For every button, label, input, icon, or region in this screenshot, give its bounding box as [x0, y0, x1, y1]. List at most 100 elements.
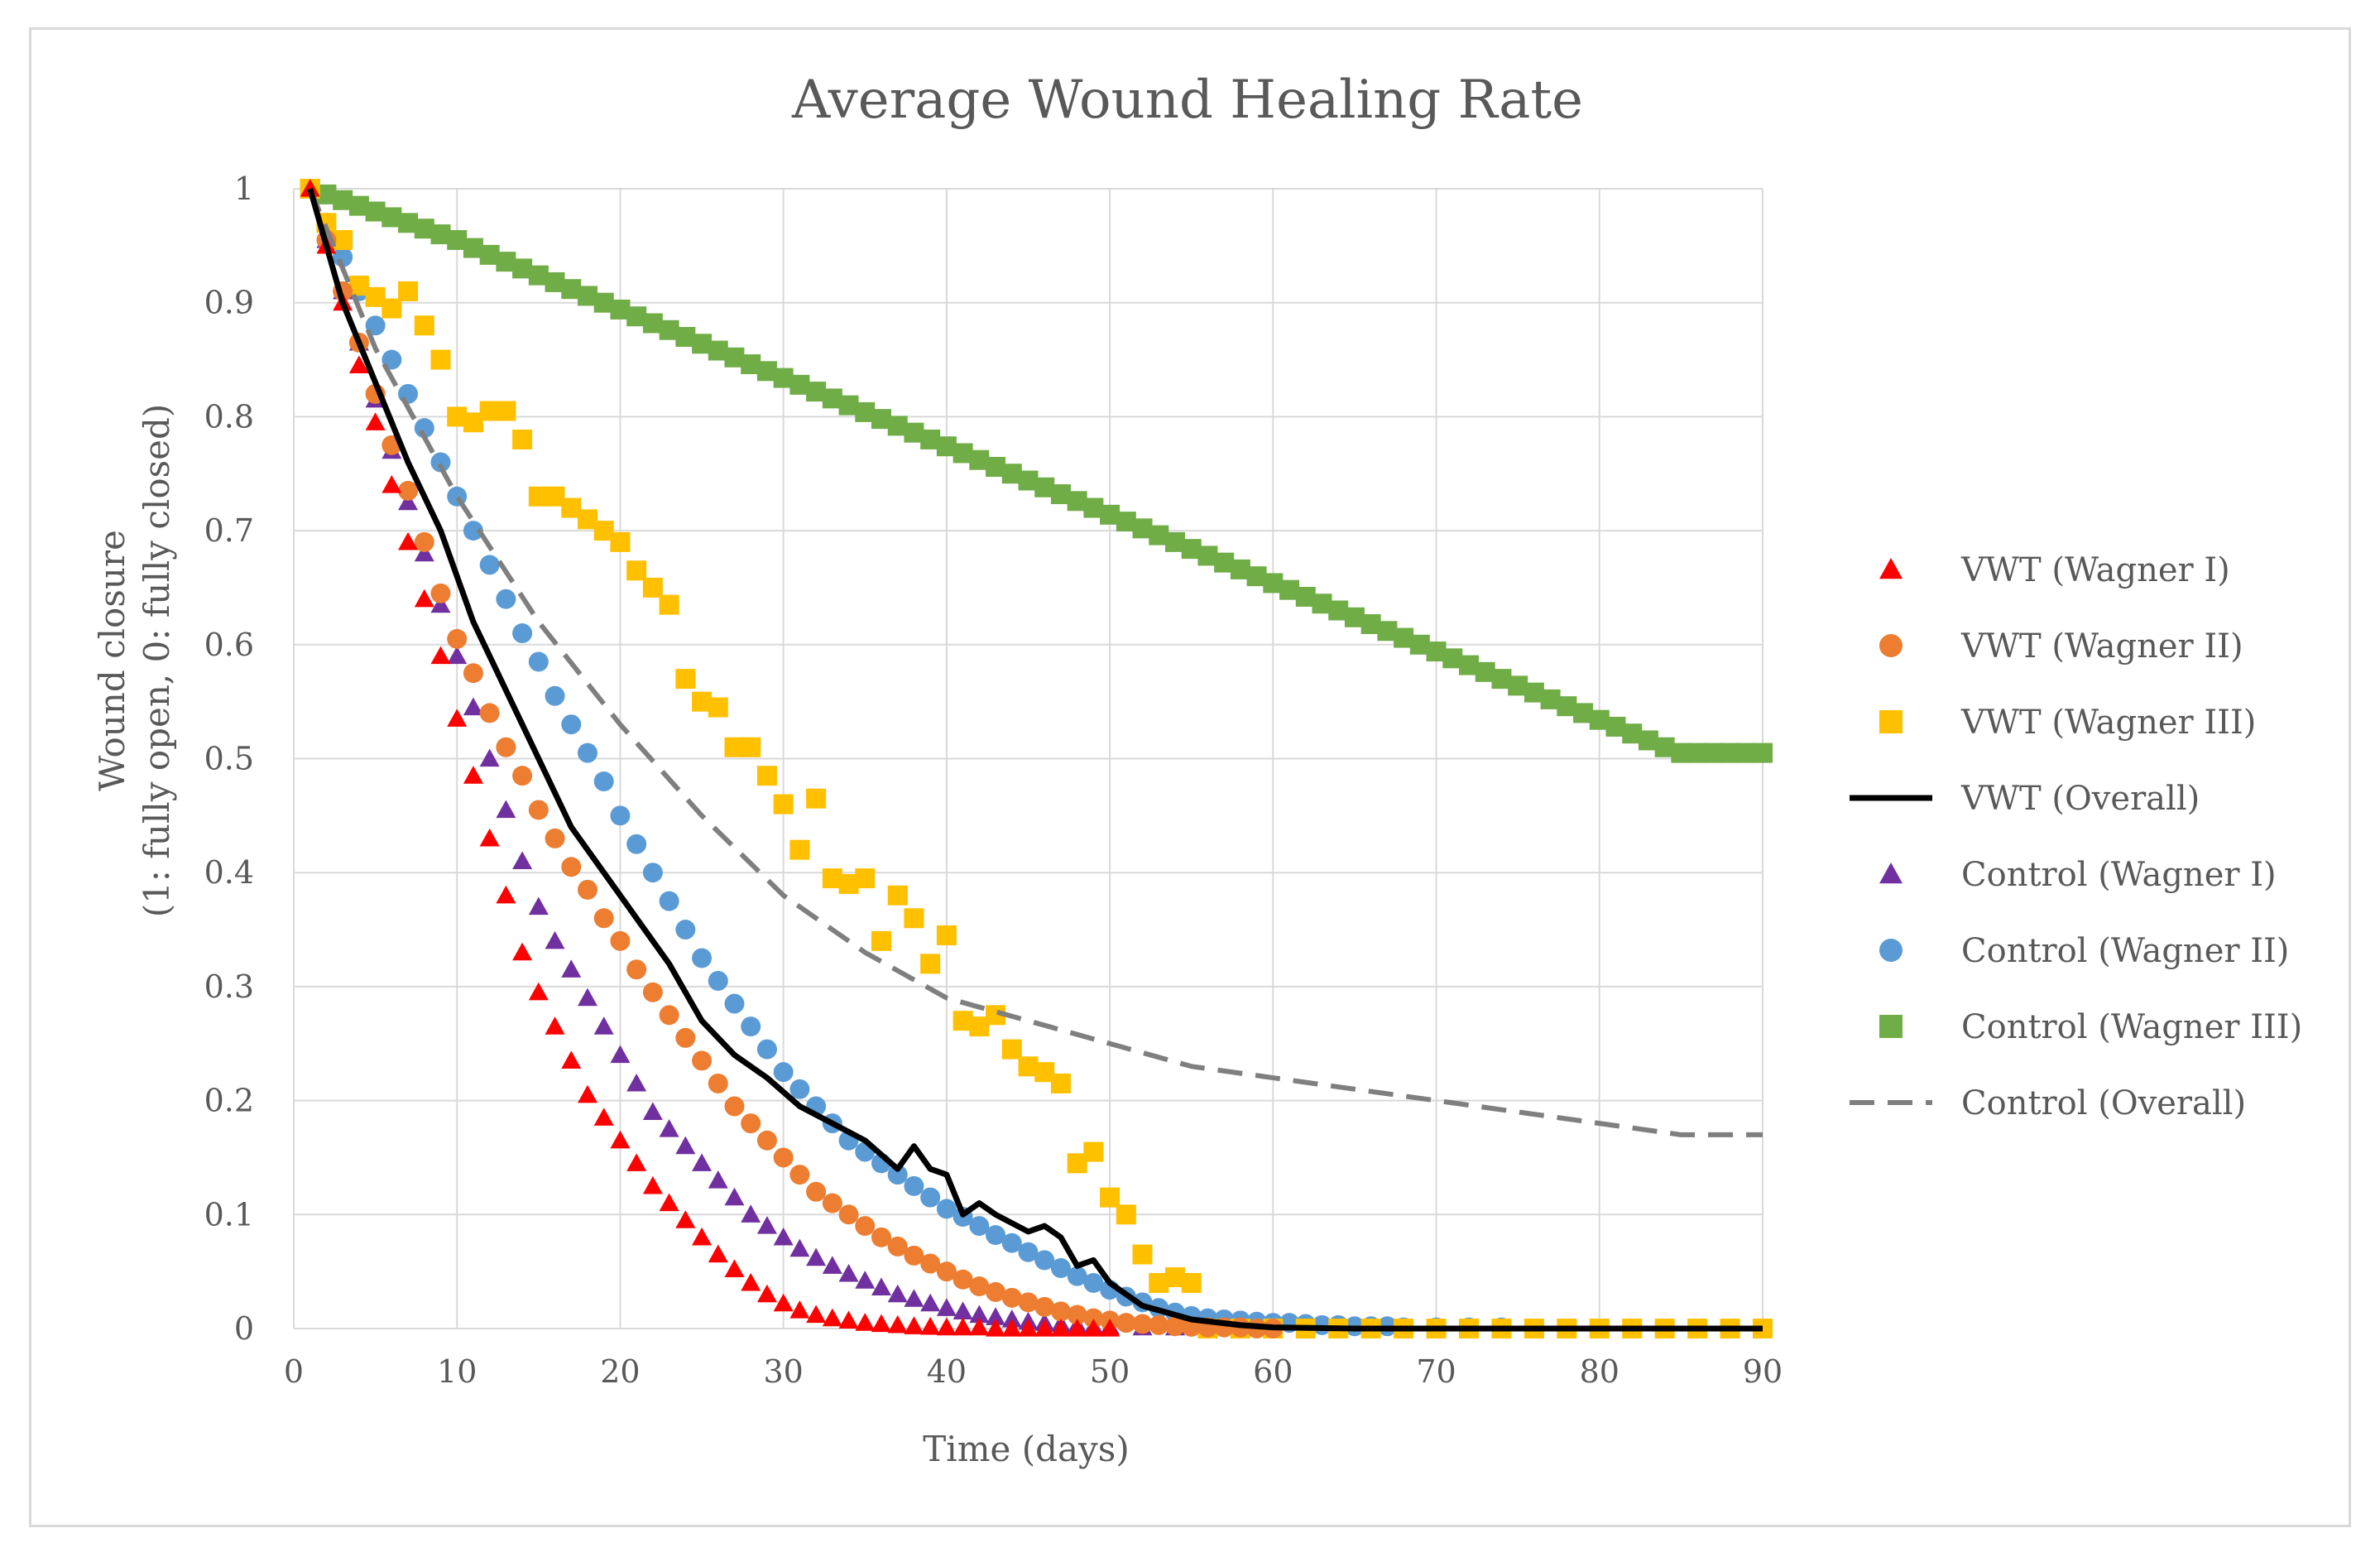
x-tick-label: 70	[1416, 1353, 1456, 1390]
data-point	[642, 863, 663, 883]
series-3	[307, 188, 1763, 1332]
data-point	[789, 1238, 810, 1257]
y-tick-labels: 0 0.1 0.2 0.3 0.4 0.5 0.6 0.7 0.8 0.9 1	[204, 171, 254, 1347]
y-tick-label: 0.2	[204, 1083, 254, 1119]
data-point	[806, 788, 827, 809]
data-point	[430, 349, 451, 370]
data-point	[936, 1261, 957, 1282]
legend-marker-swatch	[1879, 863, 1903, 884]
series-4	[300, 179, 1414, 1337]
data-point	[545, 1016, 565, 1035]
y-tick-label: 0.9	[204, 285, 254, 321]
data-point	[952, 1301, 973, 1319]
data-point	[741, 1272, 761, 1291]
data-point	[626, 834, 647, 854]
plot-area	[300, 179, 1773, 1338]
legend-entry: Control (Overall)	[1850, 1084, 2246, 1122]
data-point	[887, 1284, 908, 1303]
data-point	[578, 1084, 597, 1103]
data-point	[1018, 1319, 1039, 1337]
data-point	[528, 800, 549, 820]
data-point	[642, 577, 663, 598]
data-point	[300, 179, 320, 197]
data-point	[806, 1181, 827, 1202]
data-point	[512, 766, 533, 786]
data-point	[789, 839, 810, 860]
data-point	[936, 1298, 957, 1316]
data-point	[920, 1187, 941, 1208]
y-tick-label: 0.5	[204, 741, 254, 777]
data-point	[904, 1245, 924, 1266]
legend-marker-swatch	[1879, 558, 1903, 579]
series-6	[300, 179, 1773, 763]
data-point	[741, 1204, 761, 1223]
data-point	[463, 521, 483, 541]
legend-label: Control (Wagner II)	[1961, 932, 2289, 970]
data-point	[578, 879, 597, 900]
data-point	[871, 1314, 891, 1333]
data-point	[920, 1293, 941, 1312]
data-point	[675, 1027, 696, 1048]
x-tick-label: 80	[1580, 1353, 1619, 1390]
series-1	[316, 229, 1284, 1338]
legend-entry: VWT (Overall)	[1850, 780, 2200, 818]
data-point	[1100, 1319, 1120, 1337]
data-point	[1050, 1319, 1071, 1337]
data-point	[708, 1244, 728, 1263]
data-point	[789, 1079, 810, 1099]
data-point	[659, 891, 679, 911]
legend-label: Control (Overall)	[1961, 1084, 2246, 1122]
legend-label: VWT (Wagner II)	[1960, 627, 2243, 666]
data-point	[659, 1005, 679, 1026]
legend-label: VWT (Overall)	[1960, 780, 2200, 818]
data-point	[675, 920, 696, 940]
data-point	[381, 475, 402, 493]
data-point	[692, 1050, 713, 1071]
x-axis-title: Time (days)	[923, 1429, 1129, 1469]
data-point	[1165, 1316, 1185, 1337]
legend-entry: VWT (Wagner I)	[1879, 551, 2230, 589]
chart-title: Average Wound Healing Rate	[791, 70, 1583, 131]
data-point	[626, 1073, 647, 1092]
series-5	[316, 213, 1773, 1338]
data-point	[773, 1227, 794, 1246]
legend-entry: VWT (Wagner II)	[1879, 627, 2243, 666]
data-point	[659, 594, 679, 615]
data-point	[756, 1284, 777, 1303]
data-point	[952, 1269, 973, 1290]
data-point	[430, 646, 451, 665]
legend-label: Control (Wagner I)	[1961, 856, 2277, 894]
data-point	[512, 942, 533, 961]
data-point	[855, 1271, 876, 1289]
data-point	[447, 709, 468, 727]
legend-entry: Control (Wagner III)	[1879, 1008, 2302, 1046]
data-point	[1083, 1319, 1104, 1337]
data-point	[773, 1293, 794, 1312]
legend-marker-swatch	[1879, 634, 1903, 657]
data-point	[887, 1314, 908, 1334]
data-point	[414, 315, 434, 336]
y-tick-label: 0.7	[204, 512, 254, 549]
data-point	[887, 885, 908, 906]
x-tick-label: 10	[437, 1353, 477, 1390]
data-point	[773, 1147, 794, 1168]
y-tick-label: 0.4	[204, 854, 254, 891]
data-point	[969, 1216, 990, 1237]
legend-label: VWT (Wagner III)	[1960, 704, 2256, 742]
data-point	[724, 1187, 745, 1206]
data-point	[789, 1165, 810, 1185]
data-point	[1116, 1204, 1136, 1225]
data-point	[626, 560, 647, 581]
data-point	[561, 959, 582, 978]
data-point	[348, 355, 369, 374]
data-point	[561, 714, 582, 735]
data-point	[920, 1253, 941, 1274]
data-point	[1132, 1244, 1153, 1265]
data-point	[463, 663, 483, 684]
data-point	[692, 1227, 713, 1246]
data-point	[887, 1165, 908, 1185]
data-point	[496, 737, 516, 757]
data-point	[838, 1263, 859, 1282]
x-tick-labels: 0 10 20 30 40 50 60 70 80 90	[284, 1353, 1783, 1390]
legend: VWT (Wagner I) VWT (Wagner II) VWT (Wagner…	[1850, 551, 2302, 1122]
